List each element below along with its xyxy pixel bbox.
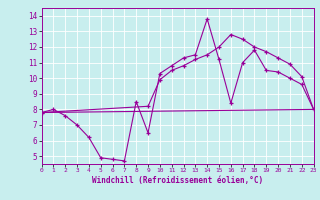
X-axis label: Windchill (Refroidissement éolien,°C): Windchill (Refroidissement éolien,°C) [92,176,263,185]
